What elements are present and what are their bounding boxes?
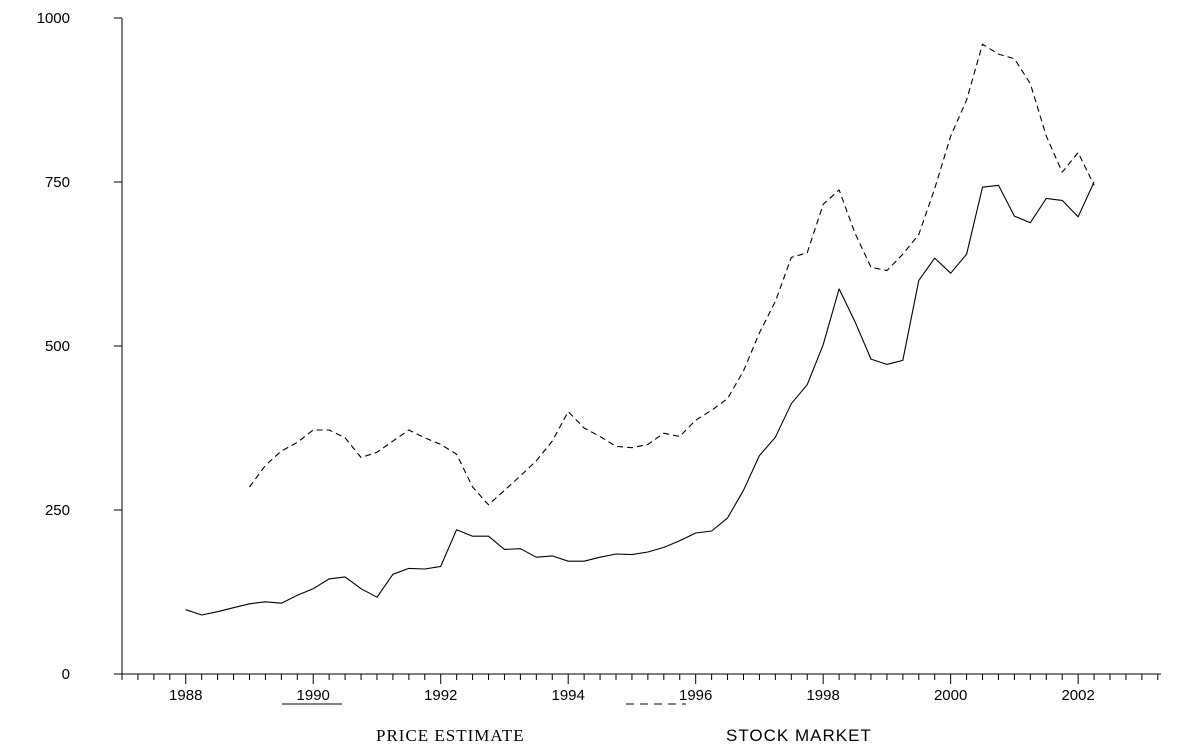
legend-label-stock-market: STOCK MARKET bbox=[726, 726, 872, 745]
x-tick-label-1994: 1994 bbox=[552, 687, 585, 704]
x-tick-label-2002: 2002 bbox=[1061, 687, 1094, 704]
legend-label-price-estimate: PRICE ESTIMATE bbox=[376, 726, 525, 745]
x-ticks: 1988 1990 1992 1994 1996 1998 2000 2002 bbox=[121, 674, 1159, 704]
series-line-price-estimate bbox=[185, 181, 1095, 616]
x-tick-label-1990: 1990 bbox=[297, 687, 330, 704]
y-tick-label-1000: 1000 bbox=[37, 10, 70, 27]
legend: PRICE ESTIMATE STOCK MARKET bbox=[282, 703, 872, 745]
series-line-stock-market bbox=[249, 43, 1095, 506]
y-tick-label-500: 500 bbox=[45, 338, 70, 355]
y-ticks: 0 250 500 750 1000 bbox=[37, 10, 122, 683]
y-tick-label-0: 0 bbox=[62, 666, 70, 683]
y-tick-label-750: 750 bbox=[45, 174, 70, 191]
x-tick-label-1988: 1988 bbox=[169, 687, 202, 704]
x-tick-label-1998: 1998 bbox=[806, 687, 839, 704]
x-tick-label-2000: 2000 bbox=[934, 687, 967, 704]
series-lines bbox=[185, 43, 1095, 616]
x-tick-label-1996: 1996 bbox=[679, 687, 712, 704]
y-tick-label-250: 250 bbox=[45, 502, 70, 519]
axes bbox=[121, 18, 1161, 675]
x-tick-label-1992: 1992 bbox=[424, 687, 457, 704]
